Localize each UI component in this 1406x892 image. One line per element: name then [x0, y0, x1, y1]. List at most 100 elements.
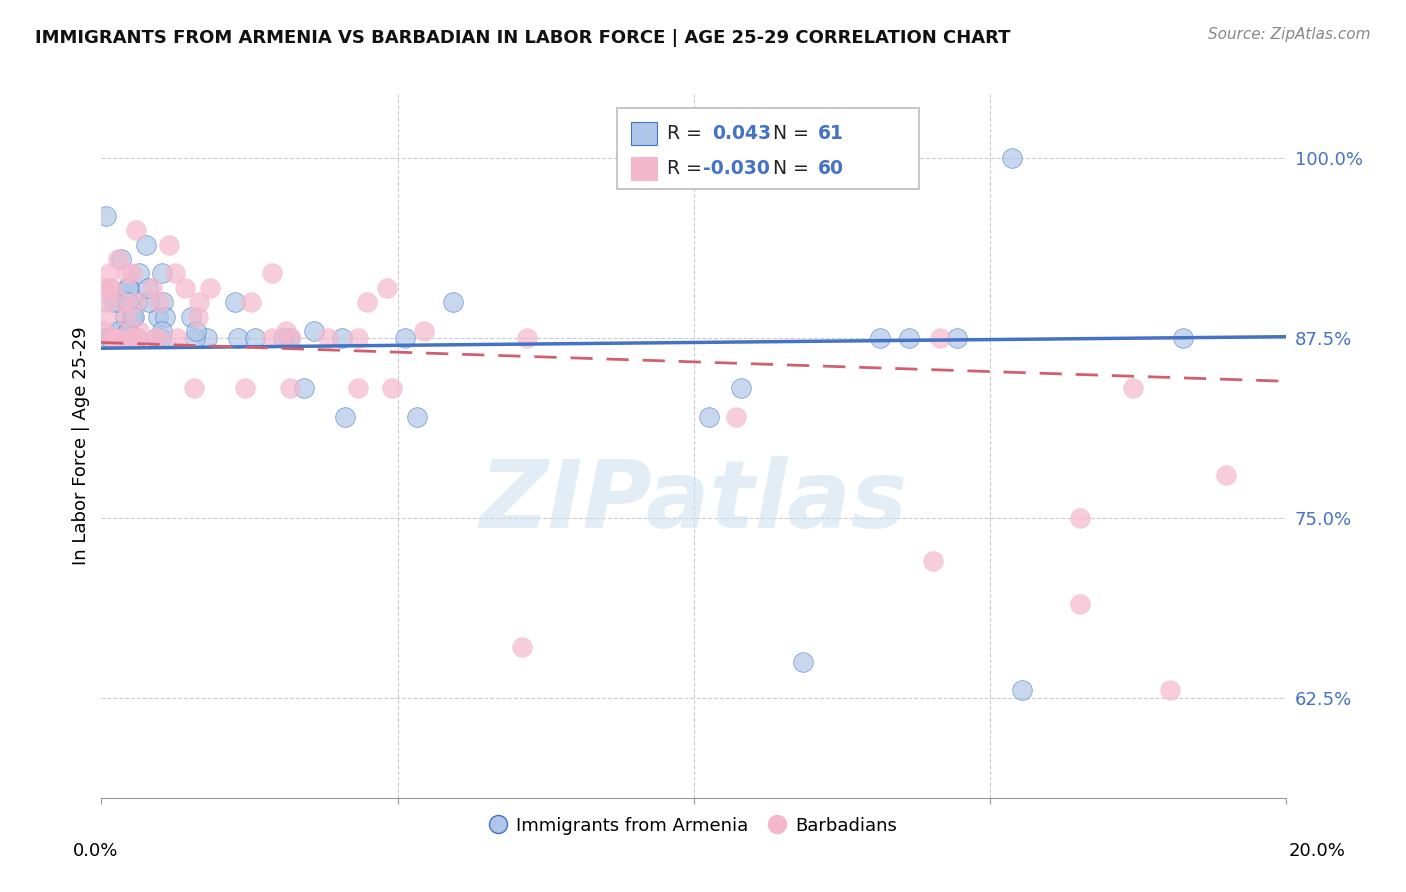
Point: [115, 310, 138, 324]
Point: [273, 331, 295, 345]
Point: [381, 382, 404, 396]
Text: N =: N =: [773, 124, 815, 144]
Point: [280, 331, 302, 345]
Point: [1173, 331, 1195, 345]
Point: [117, 281, 139, 295]
Point: [163, 267, 186, 281]
Point: [146, 310, 169, 324]
Point: [117, 295, 139, 310]
Point: [186, 324, 208, 338]
Point: [100, 331, 122, 345]
Point: [235, 382, 257, 396]
Point: [146, 331, 169, 345]
Point: [441, 295, 464, 310]
Text: 20.0%: 20.0%: [1289, 842, 1346, 860]
Point: [104, 331, 127, 345]
Point: [93, 295, 115, 310]
Point: [946, 331, 969, 345]
Point: [292, 382, 315, 396]
Point: [111, 295, 134, 310]
Point: [145, 331, 167, 345]
Point: [127, 295, 149, 310]
Point: [117, 281, 139, 295]
Point: [121, 267, 143, 281]
Point: [115, 267, 138, 281]
Point: [148, 295, 170, 310]
Point: [94, 209, 117, 223]
Point: [394, 331, 416, 345]
Point: [929, 331, 952, 345]
Point: [198, 281, 221, 295]
Point: [91, 281, 114, 295]
Text: 60: 60: [818, 159, 845, 178]
Point: [94, 310, 117, 324]
Bar: [617, 108, 920, 189]
Point: [125, 295, 148, 310]
Point: [112, 331, 135, 345]
Point: [159, 237, 181, 252]
Point: [114, 310, 136, 324]
Point: [103, 295, 125, 310]
Point: [122, 331, 145, 345]
Point: [128, 267, 150, 281]
Point: [100, 281, 122, 295]
Point: [180, 310, 202, 324]
Point: [138, 281, 160, 295]
Point: [108, 324, 131, 338]
Point: [173, 281, 195, 295]
Point: [145, 331, 167, 345]
Point: [188, 295, 211, 310]
Y-axis label: In Labor Force | Age 25-29: In Labor Force | Age 25-29: [72, 326, 90, 566]
Point: [128, 324, 150, 338]
Point: [1215, 467, 1237, 482]
Point: [100, 331, 122, 345]
Text: IMMIGRANTS FROM ARMENIA VS BARBADIAN IN LABOR FORCE | AGE 25-29 CORRELATION CHAR: IMMIGRANTS FROM ARMENIA VS BARBADIAN IN …: [35, 29, 1011, 46]
Point: [117, 281, 139, 295]
Point: [330, 331, 353, 345]
Point: [117, 324, 139, 338]
Point: [107, 324, 129, 338]
Point: [346, 331, 368, 345]
Point: [107, 252, 129, 266]
Bar: [631, 157, 657, 180]
Point: [226, 331, 249, 345]
Point: [280, 382, 302, 396]
Point: [166, 331, 188, 345]
Point: [183, 382, 205, 396]
Point: [187, 310, 209, 324]
Point: [697, 410, 720, 425]
Point: [240, 295, 263, 310]
Point: [512, 640, 534, 655]
Point: [150, 324, 173, 338]
Point: [100, 331, 122, 345]
Point: [243, 331, 266, 345]
Point: [304, 324, 326, 338]
Point: [412, 324, 434, 338]
Text: 0.043: 0.043: [711, 124, 770, 144]
Point: [792, 655, 814, 669]
Point: [356, 295, 378, 310]
Point: [135, 237, 157, 252]
Point: [1001, 152, 1024, 166]
Point: [121, 310, 143, 324]
Point: [1159, 683, 1181, 698]
Point: [260, 267, 283, 281]
Text: R =: R =: [666, 124, 707, 144]
Point: [150, 267, 173, 281]
Point: [122, 310, 145, 324]
Point: [898, 331, 921, 345]
Point: [97, 267, 120, 281]
Point: [122, 310, 145, 324]
Point: [260, 331, 283, 345]
Point: [869, 331, 891, 345]
Bar: [631, 122, 657, 145]
Point: [97, 281, 120, 295]
Legend: Immigrants from Armenia, Barbadians: Immigrants from Armenia, Barbadians: [484, 809, 904, 842]
Point: [1069, 511, 1091, 525]
Point: [93, 331, 115, 345]
Point: [91, 324, 114, 338]
Point: [104, 331, 127, 345]
Point: [152, 295, 174, 310]
Point: [114, 331, 136, 345]
Point: [127, 331, 149, 345]
